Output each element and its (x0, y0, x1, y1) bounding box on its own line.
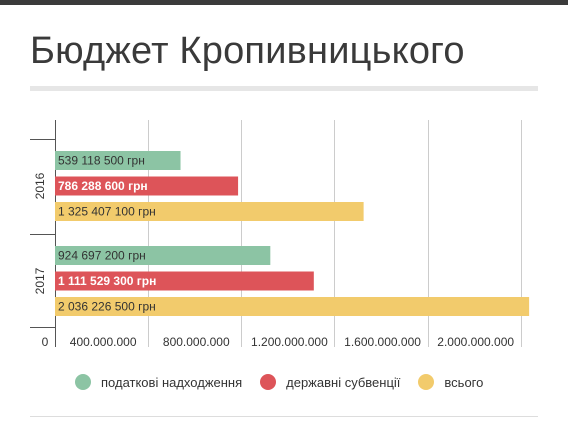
legend-swatch-subsidies (260, 374, 277, 390)
x-tick-label: 400.000.000 (70, 335, 137, 349)
bar-data-label: 1 325 407 100 грн (58, 205, 156, 219)
legend-swatch-total (418, 374, 435, 390)
legend-label-total: всього (444, 374, 484, 390)
bar (55, 271, 314, 291)
category-label: 2016 (33, 172, 47, 199)
bar-data-label: 924 697 200 грн (58, 249, 146, 263)
bar-data-label: 2 036 226 500 грн (58, 300, 156, 314)
bar (55, 297, 530, 316)
x-tick-label: 1.600.000.000 (344, 335, 421, 349)
legend-item-total: всього (418, 374, 483, 390)
category-label: 2017 (33, 267, 47, 294)
bar-data-label: 786 288 600 грн (58, 179, 148, 193)
bar-data-label: 1 111 529 300 грн (58, 274, 156, 288)
legend-swatch-tax (75, 374, 91, 390)
x-tick-label: 1.200.000.000 (251, 335, 328, 349)
bar (55, 246, 271, 265)
legend-item-subsidies: державні субвенції (260, 374, 400, 390)
legend-label-tax: податкові надходження (101, 374, 243, 390)
bar (55, 202, 364, 221)
x-tick-label: 2.000.000.000 (437, 335, 514, 349)
page-title: Бюджет Кропивницького (30, 30, 465, 72)
legend-label-subsidies: державні субвенції (286, 374, 401, 390)
title-divider (30, 86, 538, 91)
bottom-divider (30, 416, 538, 417)
x-tick-label: 0 (42, 335, 49, 349)
bar (55, 151, 181, 170)
top-bar (0, 0, 568, 5)
legend-item-tax: податкові надходження (75, 374, 242, 390)
legend: податкові надходження державні субвенції… (75, 374, 501, 390)
bar (55, 176, 239, 196)
x-tick-label: 800.000.000 (163, 335, 230, 349)
bar-data-label: 539 118 500 грн (58, 154, 145, 168)
